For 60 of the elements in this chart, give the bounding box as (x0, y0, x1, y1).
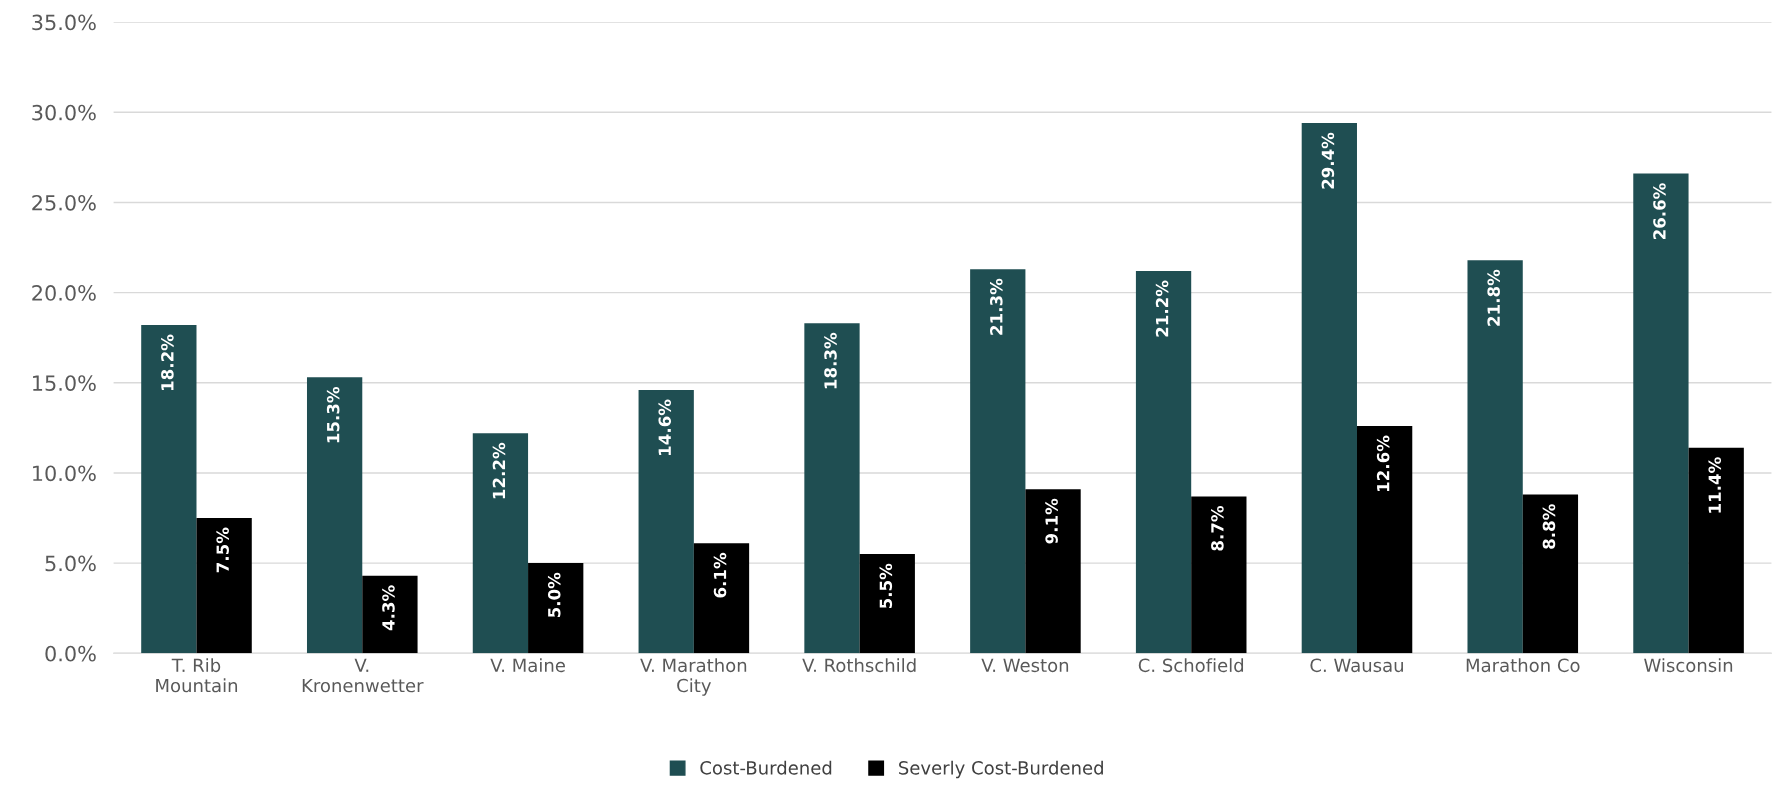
data-label: 29.4% (1321, 132, 1335, 189)
bar (1301, 123, 1357, 654)
data-label: 15.3% (326, 386, 340, 443)
data-label: 9.1% (1045, 498, 1058, 544)
bar (1467, 260, 1523, 654)
x-tick-label: Marathon Co (1466, 658, 1580, 673)
bar (1633, 173, 1689, 654)
y-tick-label: 30.0% (32, 104, 96, 121)
bar (306, 377, 363, 654)
x-tick-label: Wisconsin (1644, 658, 1733, 673)
data-label: 6.1% (713, 552, 727, 598)
bar (1522, 494, 1579, 654)
data-label: 12.6% (1376, 435, 1390, 492)
x-tick-label: V. Marathon City (640, 658, 747, 696)
data-label: 14.6% (658, 399, 672, 455)
data-label: 21.8% (1487, 269, 1500, 326)
data-label: 11.4% (1708, 457, 1722, 513)
data-label: 18.2% (161, 334, 174, 391)
data-label: 7.5% (216, 527, 229, 573)
legend-label: Severly Cost-Burdened (899, 760, 1103, 779)
x-tick-label: V. Weston (981, 658, 1069, 673)
bar (528, 563, 584, 654)
y-tick-label: 35.0% (32, 14, 96, 31)
bar (196, 518, 252, 654)
bar (1191, 496, 1247, 654)
data-label: 26.6% (1653, 183, 1666, 240)
bar (1688, 447, 1744, 654)
bar (693, 543, 750, 654)
x-tick-label: V. Kronenwetter (302, 658, 424, 693)
bar (362, 575, 418, 654)
x-tick-label: T. Rib Mountain (156, 658, 238, 693)
bar (1025, 489, 1081, 654)
bar (970, 269, 1026, 654)
bar (804, 323, 860, 654)
data-label: 5.5% (879, 563, 893, 609)
data-label: 8.7% (1211, 505, 1224, 551)
bar (859, 554, 915, 654)
y-tick-label: 10.0% (33, 465, 96, 482)
bar (1135, 270, 1192, 654)
bar (141, 325, 197, 654)
y-tick-label: 5.0% (45, 555, 96, 572)
y-tick-label: 0.0% (45, 645, 96, 662)
y-tick-label: 25.0% (32, 194, 96, 211)
data-label: 18.3% (824, 332, 837, 389)
x-tick-label: C. Wausau (1310, 658, 1403, 673)
data-label: 5.0% (547, 572, 561, 618)
bar (638, 389, 694, 654)
data-label: 21.2% (1155, 280, 1169, 337)
data-label: 21.3% (990, 278, 1003, 335)
y-tick-label: 20.0% (32, 285, 96, 301)
bar (1356, 426, 1413, 654)
legend-label: Cost-Burdened (700, 760, 832, 775)
bar (472, 433, 529, 654)
x-tick-label: C. Schofield (1138, 658, 1244, 673)
x-tick-label: V. Rothschild (802, 658, 916, 673)
data-label: 8.8% (1542, 504, 1556, 549)
data-label: 4.3% (382, 585, 395, 631)
x-tick-label: V. Maine (490, 658, 565, 673)
y-tick-label: 15.0% (33, 375, 96, 391)
data-label: 12.2% (492, 442, 506, 499)
